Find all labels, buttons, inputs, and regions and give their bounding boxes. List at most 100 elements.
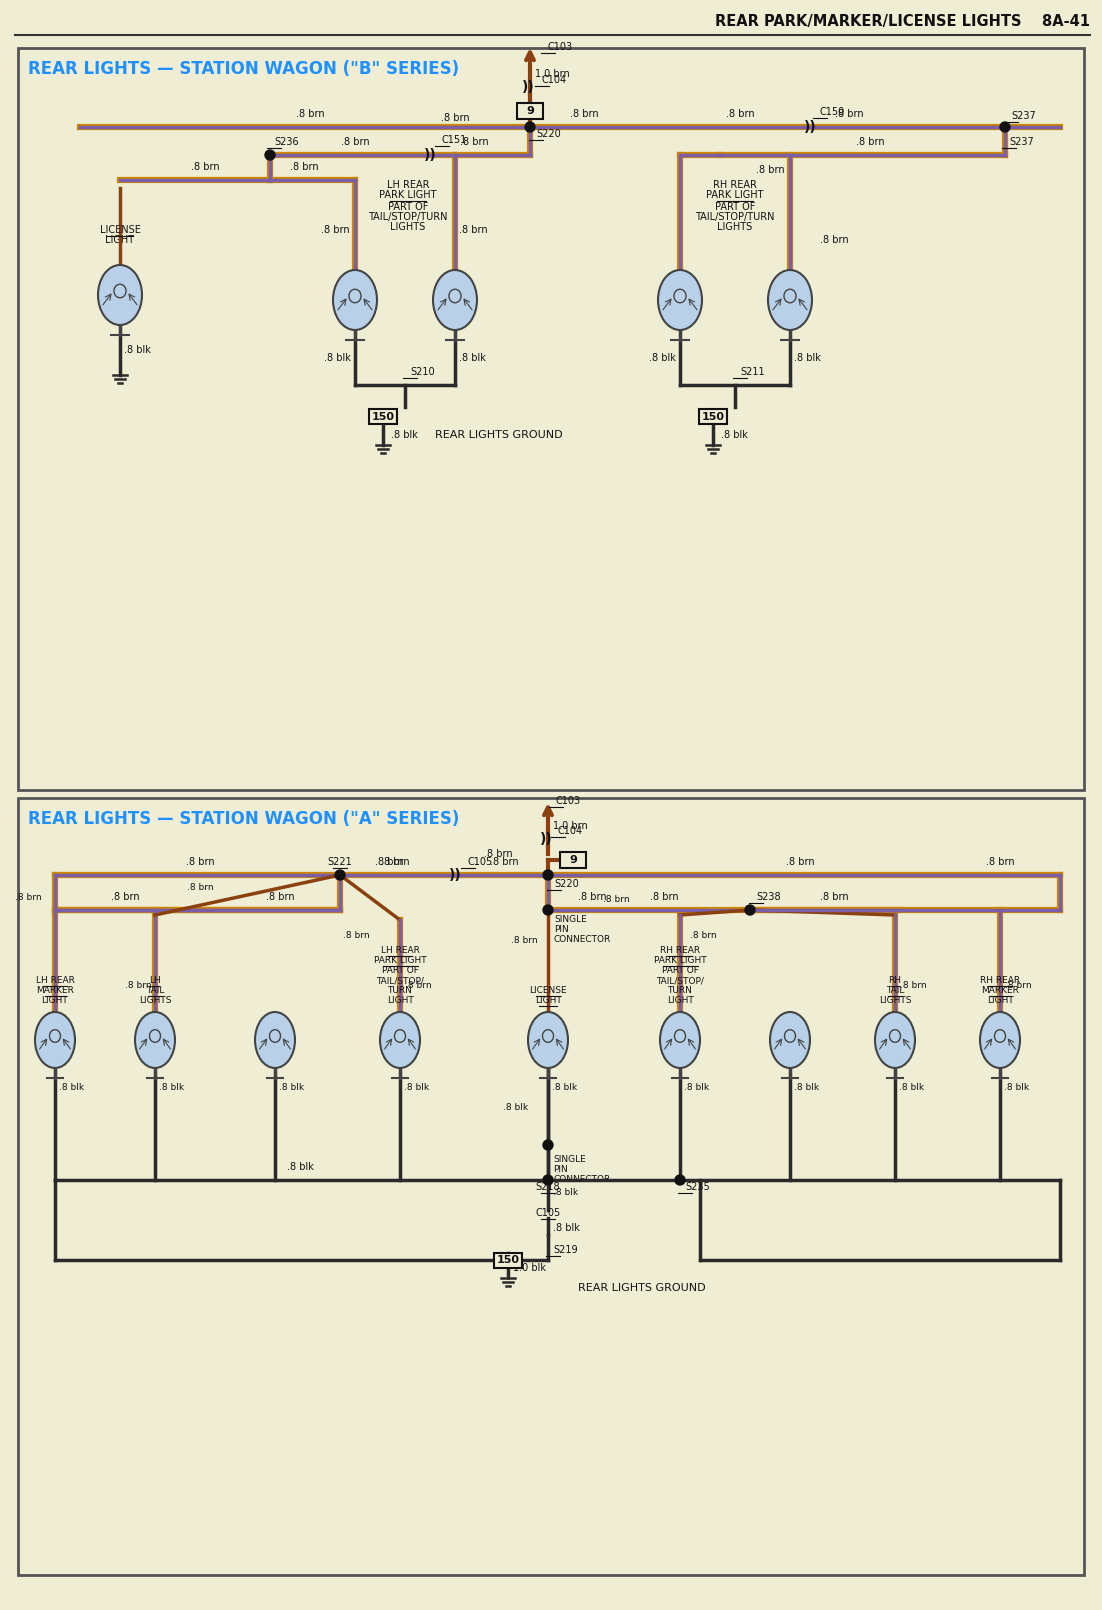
Text: .8 brn: .8 brn xyxy=(460,225,487,235)
Text: .8 brn: .8 brn xyxy=(1005,980,1031,990)
Text: .8 brn: .8 brn xyxy=(375,857,403,868)
Text: .8 blk: .8 blk xyxy=(60,1084,84,1093)
Text: S237: S237 xyxy=(1011,111,1036,121)
Text: S211: S211 xyxy=(741,367,765,377)
Text: S238: S238 xyxy=(756,892,780,902)
Text: REAR LIGHTS — STATION WAGON ("A" SERIES): REAR LIGHTS — STATION WAGON ("A" SERIES) xyxy=(28,810,460,828)
Text: .8 brn: .8 brn xyxy=(485,848,514,860)
Text: .8 blk: .8 blk xyxy=(552,1084,577,1093)
Text: C103: C103 xyxy=(557,795,581,807)
Ellipse shape xyxy=(770,1013,810,1067)
Text: .8 brn: .8 brn xyxy=(985,857,1014,868)
Text: PART OF: PART OF xyxy=(381,966,419,976)
Text: .8 brn: .8 brn xyxy=(295,109,324,119)
Text: SINGLE: SINGLE xyxy=(554,914,586,924)
Text: LIGHT: LIGHT xyxy=(106,235,134,245)
Text: PARK LIGHT: PARK LIGHT xyxy=(374,956,426,964)
Text: .8 blk: .8 blk xyxy=(391,430,418,440)
Text: C103: C103 xyxy=(548,42,573,52)
Text: .8 brn: .8 brn xyxy=(342,137,370,147)
Text: .8 brn: .8 brn xyxy=(650,892,679,902)
Text: 150: 150 xyxy=(702,412,724,422)
Text: MARKER: MARKER xyxy=(36,985,74,995)
Text: S218: S218 xyxy=(536,1182,560,1191)
Text: LH REAR: LH REAR xyxy=(35,976,75,985)
Text: .8 brn: .8 brn xyxy=(406,980,432,990)
Text: .8 blk: .8 blk xyxy=(279,1084,304,1093)
Text: .8 brn: .8 brn xyxy=(460,137,488,147)
Text: .8 blk: .8 blk xyxy=(159,1084,184,1093)
Text: 150: 150 xyxy=(371,412,395,422)
Text: )): )) xyxy=(423,148,436,163)
Text: .8 blk: .8 blk xyxy=(503,1103,528,1113)
Text: TAIL/STOP/TURN: TAIL/STOP/TURN xyxy=(368,213,447,222)
Text: C105: C105 xyxy=(536,1208,561,1219)
Text: .8 blk: .8 blk xyxy=(324,353,352,362)
Text: .8 blk: .8 blk xyxy=(553,1224,580,1233)
Text: LIGHT: LIGHT xyxy=(42,997,68,1005)
Text: LICENSE: LICENSE xyxy=(529,985,566,995)
Text: RH REAR: RH REAR xyxy=(660,947,700,955)
Text: LIGHTS: LIGHTS xyxy=(390,222,425,232)
Text: )): )) xyxy=(449,868,462,882)
Text: .8 brn: .8 brn xyxy=(442,113,469,122)
FancyBboxPatch shape xyxy=(369,409,397,425)
Text: LIGHT: LIGHT xyxy=(667,997,693,1005)
Text: CONNECTOR: CONNECTOR xyxy=(554,935,612,943)
Text: CONNECTOR: CONNECTOR xyxy=(553,1175,611,1183)
Text: .8 brn: .8 brn xyxy=(266,892,294,902)
Circle shape xyxy=(543,905,553,914)
Text: LIGHTS: LIGHTS xyxy=(878,997,911,1005)
FancyBboxPatch shape xyxy=(699,409,727,425)
Text: .8 brn: .8 brn xyxy=(786,857,814,868)
Text: .8 brn: .8 brn xyxy=(290,163,318,172)
Text: .8 brn: .8 brn xyxy=(192,163,220,172)
Text: .8 brn: .8 brn xyxy=(690,931,716,940)
Text: .8 brn: .8 brn xyxy=(820,235,849,245)
Text: .8 brn: .8 brn xyxy=(186,882,214,892)
Text: PARK LIGHT: PARK LIGHT xyxy=(379,190,436,200)
Text: S210: S210 xyxy=(410,367,434,377)
FancyBboxPatch shape xyxy=(18,799,1084,1575)
Text: .8 brn: .8 brn xyxy=(820,892,849,902)
Text: C104: C104 xyxy=(558,826,583,836)
Text: TAIL: TAIL xyxy=(886,985,904,995)
Ellipse shape xyxy=(768,270,812,330)
Text: TAIL/STOP/: TAIL/STOP/ xyxy=(376,976,424,985)
Text: .8 brn: .8 brn xyxy=(15,894,42,902)
FancyBboxPatch shape xyxy=(494,1253,522,1267)
FancyBboxPatch shape xyxy=(560,852,586,868)
Circle shape xyxy=(745,905,755,914)
Ellipse shape xyxy=(658,270,702,330)
Text: REAR LIGHTS GROUND: REAR LIGHTS GROUND xyxy=(579,1283,705,1293)
Text: .8 blk: .8 blk xyxy=(553,1188,579,1196)
Text: .8 brn: .8 brn xyxy=(726,109,755,119)
Ellipse shape xyxy=(980,1013,1020,1067)
Text: .8 blk: .8 blk xyxy=(795,1084,819,1093)
Text: .8 brn: .8 brn xyxy=(579,892,606,902)
Circle shape xyxy=(264,150,276,159)
Text: .8 brn: .8 brn xyxy=(604,895,630,903)
Circle shape xyxy=(543,1140,553,1150)
Ellipse shape xyxy=(528,1013,568,1067)
Text: S236: S236 xyxy=(274,137,299,147)
Text: .8 blk: .8 blk xyxy=(684,1084,709,1093)
Text: .8 brn: .8 brn xyxy=(322,225,350,235)
Text: 9: 9 xyxy=(526,106,534,116)
Text: S235: S235 xyxy=(685,1182,710,1191)
Text: REAR LIGHTS — STATION WAGON ("B" SERIES): REAR LIGHTS — STATION WAGON ("B" SERIES) xyxy=(28,60,460,77)
FancyBboxPatch shape xyxy=(18,48,1084,791)
Text: .8 blk: .8 blk xyxy=(899,1084,925,1093)
Text: PARK LIGHT: PARK LIGHT xyxy=(653,956,706,964)
Text: S220: S220 xyxy=(536,129,561,138)
Text: LIGHT: LIGHT xyxy=(387,997,413,1005)
Text: .8 blk: .8 blk xyxy=(125,345,151,354)
Text: PIN: PIN xyxy=(554,926,569,934)
Text: RH REAR: RH REAR xyxy=(713,180,757,190)
Text: .8 brn: .8 brn xyxy=(110,892,139,902)
Text: .8 brn: .8 brn xyxy=(126,980,152,990)
Ellipse shape xyxy=(433,270,477,330)
Text: .8 brn: .8 brn xyxy=(756,164,785,175)
Text: .8 blk: .8 blk xyxy=(460,353,486,362)
Text: PART OF: PART OF xyxy=(715,201,755,213)
